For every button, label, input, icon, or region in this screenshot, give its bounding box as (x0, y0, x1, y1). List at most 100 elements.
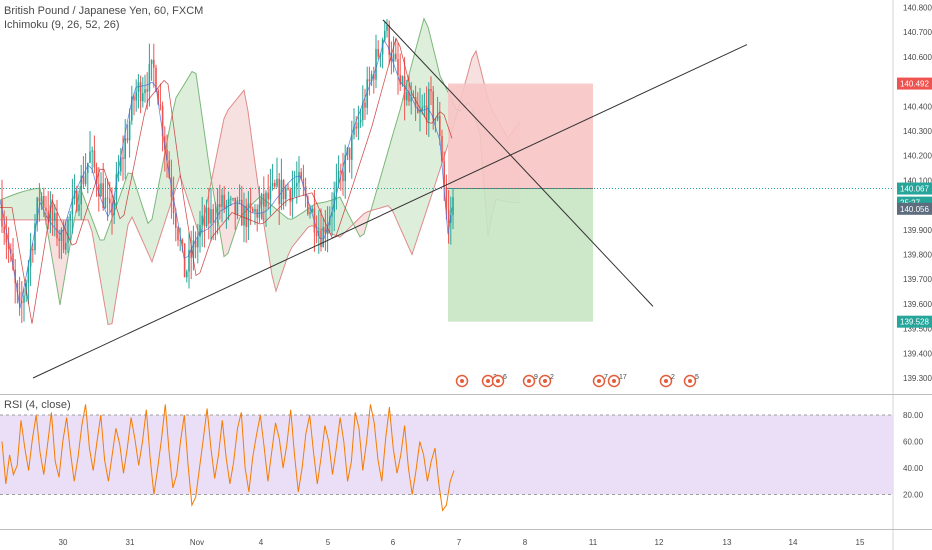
kumo-segment (236, 95, 240, 230)
candle-body (80, 175, 82, 205)
kumo-segment (100, 239, 104, 302)
price-tick-label: 140.300 (903, 127, 932, 136)
event-marker-dot (527, 379, 531, 383)
kumo-segment (276, 208, 280, 292)
candle-body (58, 238, 60, 241)
candle-body (76, 191, 78, 211)
kumo-segment (140, 198, 144, 244)
candle-body (397, 59, 399, 75)
candle-body (289, 189, 291, 202)
event-marker-dot (664, 379, 668, 383)
time-tick-label: 12 (655, 538, 664, 547)
candle-body (56, 212, 58, 239)
candle-body (128, 120, 131, 141)
candle-body (205, 207, 208, 227)
candle-body (401, 76, 404, 85)
time-tick-label: 30 (59, 538, 68, 547)
candle-body (348, 147, 351, 160)
candle-body (65, 242, 67, 250)
candle-body (318, 230, 320, 237)
candle-body (43, 195, 45, 208)
kumo-segment (184, 78, 188, 201)
kumo-segment (196, 73, 200, 238)
price-tag-target (897, 315, 932, 328)
candle-body (340, 170, 342, 172)
candle-body (223, 194, 225, 209)
candle-body (236, 200, 239, 215)
candle-body (157, 90, 159, 105)
candle-body (368, 79, 371, 82)
candle-body (104, 197, 107, 209)
kumo-segment (48, 219, 52, 258)
candle-body (38, 197, 41, 202)
rsi-tick-label: 40.00 (903, 464, 924, 473)
stop-loss-zone[interactable] (448, 83, 593, 189)
candle-body (3, 226, 5, 234)
candle-body (263, 193, 265, 207)
candle-body (5, 233, 8, 243)
time-tick-label: 6 (391, 538, 396, 547)
candle-body (212, 209, 214, 223)
kumo-segment (228, 105, 232, 254)
candle-body (278, 178, 280, 205)
candle-body (287, 187, 289, 190)
event-count: 17 (619, 374, 627, 381)
candle-body (298, 171, 300, 183)
candle-body (436, 115, 439, 120)
trendline[interactable] (32, 44, 748, 379)
candle-body (285, 187, 287, 200)
candle-body (243, 205, 245, 226)
candle-body (69, 214, 71, 220)
event-marker-dot (543, 379, 547, 383)
candle-body (197, 236, 199, 248)
kumo-segment (108, 218, 112, 325)
candle-body (395, 53, 397, 60)
candle-body (296, 182, 298, 187)
kumo-segment (356, 217, 360, 237)
candle-body (100, 183, 102, 197)
candle-body (335, 181, 338, 193)
time-tick-label: 15 (856, 538, 865, 547)
candle-body (247, 203, 250, 227)
candle-body (131, 96, 133, 121)
candle-body (254, 209, 256, 212)
candle-body (126, 138, 129, 141)
kumo-segment (428, 26, 432, 207)
candle-body (355, 126, 357, 129)
candle-body (417, 107, 419, 113)
candle-body (27, 266, 30, 283)
trendline[interactable] (382, 19, 654, 307)
candle-body (172, 197, 175, 214)
rsi-label: RSI (4, close) (4, 399, 71, 411)
candle-body (291, 188, 294, 202)
candle-body (388, 25, 390, 56)
kumo-segment (148, 219, 152, 262)
candle-body (45, 207, 47, 212)
kumo-segment (200, 101, 204, 238)
candle-body (428, 88, 430, 121)
candle-body (153, 59, 155, 68)
rsi-tick-label: 80.00 (903, 411, 924, 420)
take-profit-zone[interactable] (448, 188, 593, 322)
kumo-segment (116, 195, 120, 299)
candle-body (258, 204, 261, 218)
rsi-tick-label: 20.00 (903, 491, 924, 500)
candle-body (370, 74, 373, 82)
candle-body (274, 183, 276, 187)
candle-body (230, 198, 232, 200)
kumo-segment (420, 18, 424, 231)
price-tick-label: 139.300 (903, 374, 932, 383)
event-count: 6 (503, 374, 507, 381)
kumo-segment (292, 216, 296, 248)
candle-body (234, 197, 236, 215)
event-count: 7 (604, 374, 608, 381)
candle-body (362, 102, 364, 120)
candle-body (98, 184, 100, 197)
time-tick-label: 8 (523, 538, 528, 547)
time-tick-label: 14 (789, 538, 798, 547)
kumo-segment (112, 207, 116, 324)
time-tick-label: 7 (457, 538, 462, 547)
candle-body (307, 196, 309, 215)
kumo-segment (392, 123, 396, 219)
